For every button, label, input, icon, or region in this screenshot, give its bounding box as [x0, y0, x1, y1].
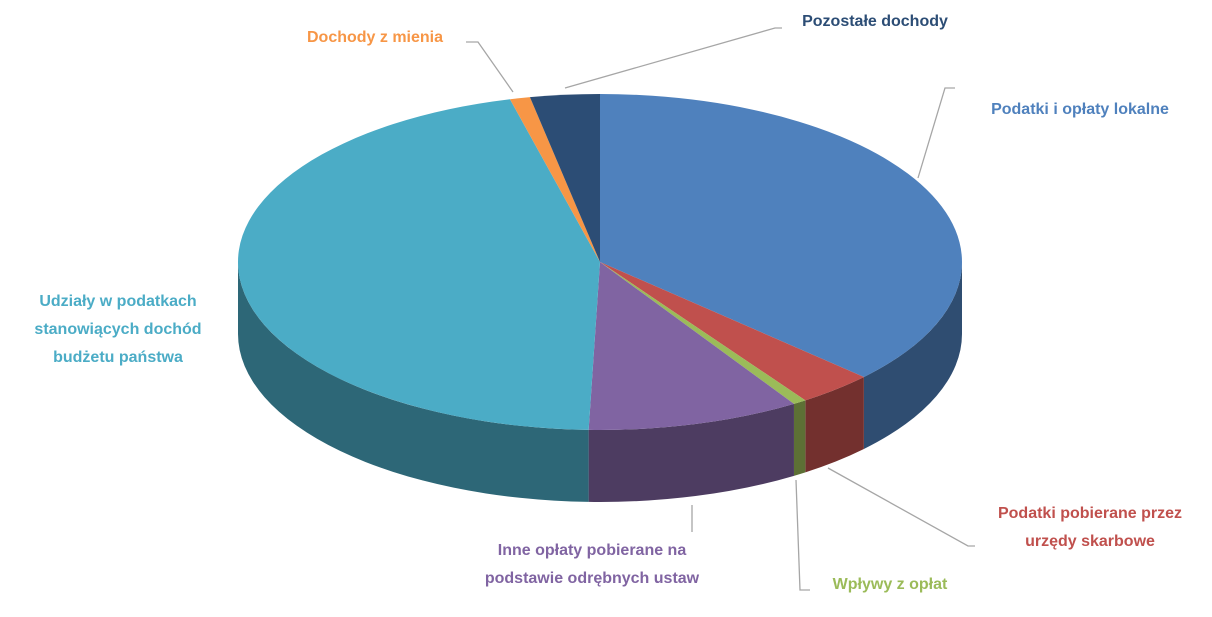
slice-label: Dochody z mienia [306, 29, 444, 46]
leader-line [827, 467, 975, 547]
slice-side [238, 262, 589, 502]
slice [600, 262, 806, 404]
slice-label: Pozostałe dochody [802, 13, 948, 30]
slice [509, 97, 600, 263]
slice [600, 94, 963, 378]
slice [588, 262, 794, 430]
leader-line [564, 27, 782, 89]
leader-line [917, 87, 955, 179]
slice-side [588, 403, 794, 502]
leader-line [795, 479, 810, 591]
slice-label: Podatki i opłaty lokalne [991, 101, 1169, 118]
slice [529, 94, 600, 262]
slice-label: Udziały w podatkach stanowiących dochód … [34, 293, 202, 366]
slice-label: Inne opłaty pobierane na podstawie odręb… [484, 542, 700, 587]
slice [237, 99, 600, 430]
slice-side [805, 377, 864, 473]
slice-label: Podatki pobierane przez urzędy skarbowe [997, 505, 1183, 550]
slice-side [863, 262, 962, 450]
leader-line [466, 41, 514, 93]
slice-side [793, 400, 806, 476]
slice [600, 262, 864, 401]
slice-label: Wpływy z opłat [832, 576, 948, 593]
